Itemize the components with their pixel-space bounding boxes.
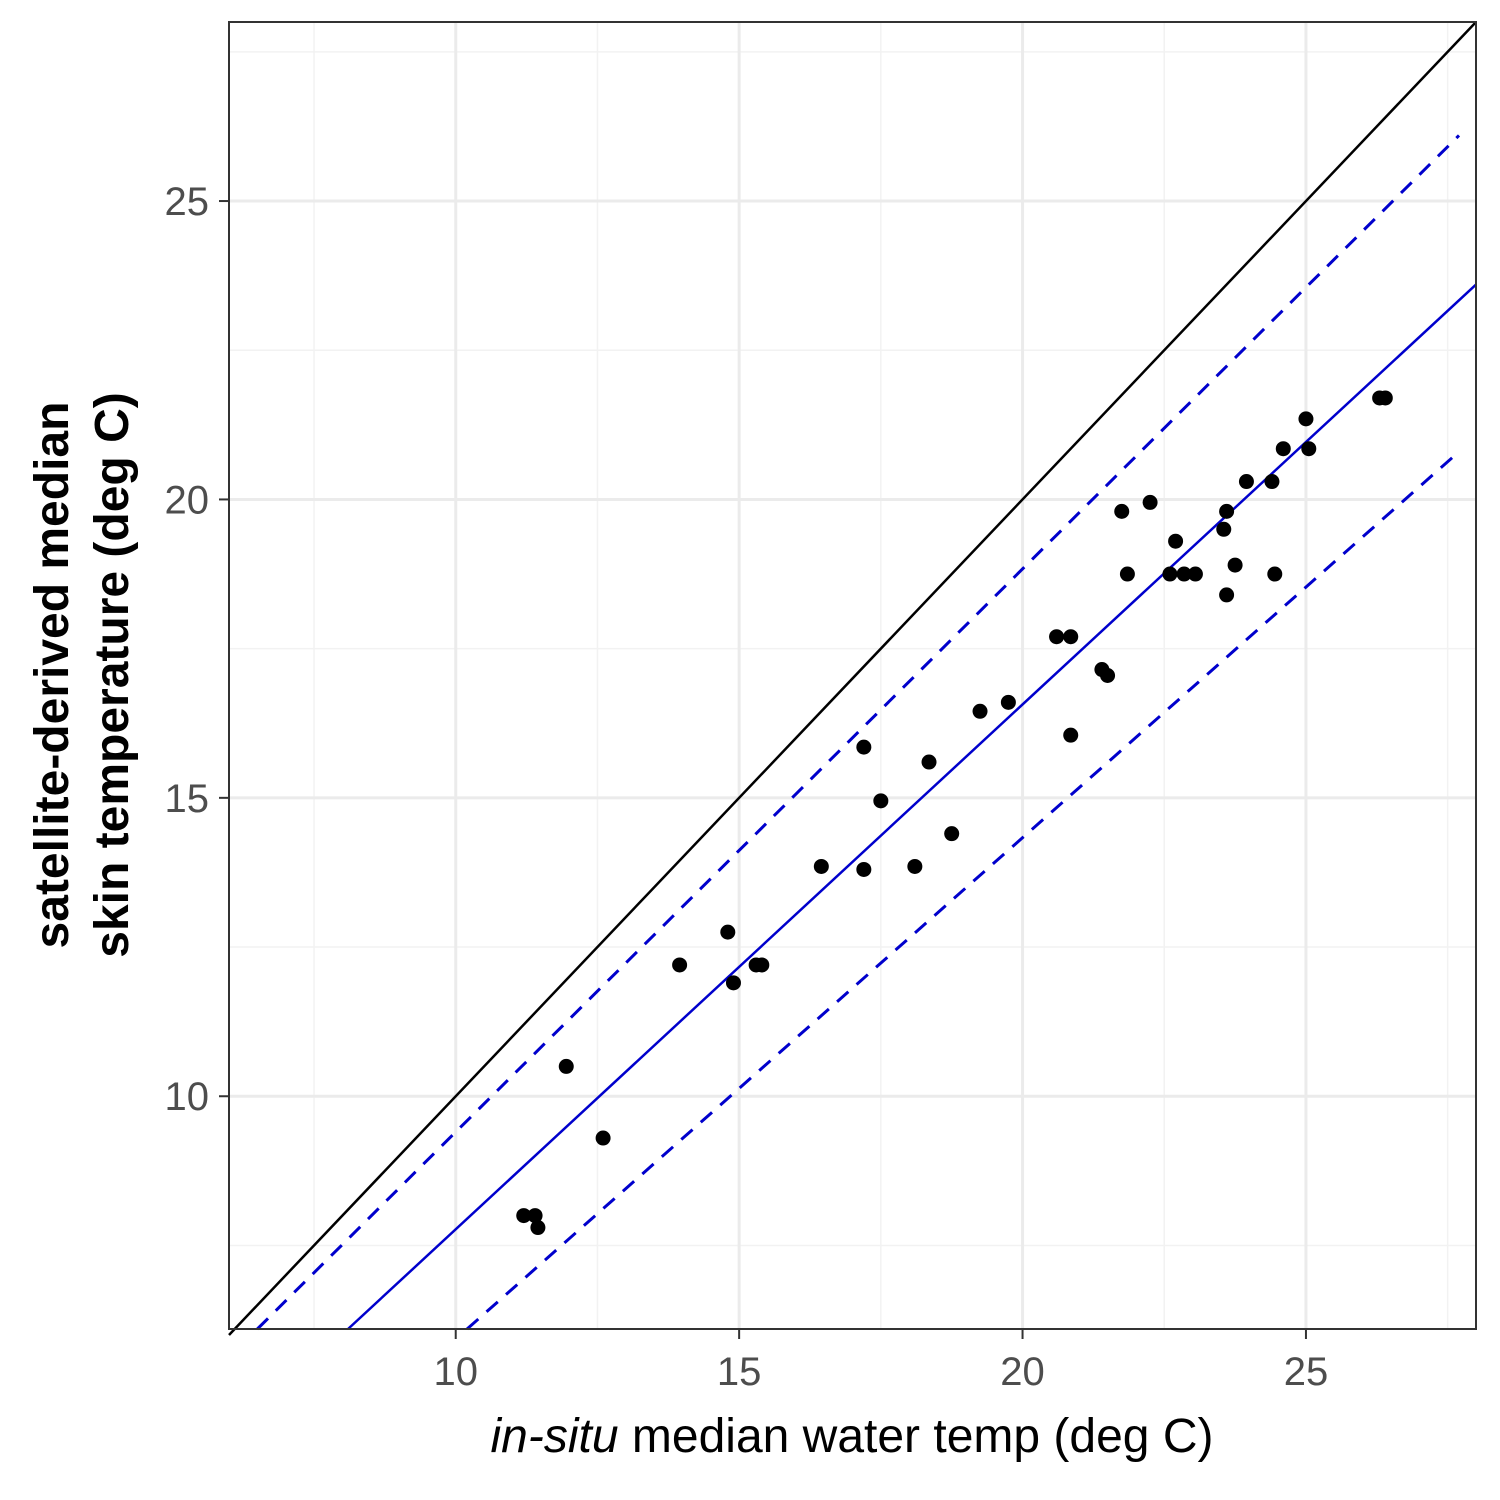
data-point <box>527 1208 543 1224</box>
data-point <box>1000 694 1016 710</box>
data-point <box>1162 566 1178 582</box>
data-point <box>1216 521 1232 537</box>
identity-line <box>228 21 1477 1336</box>
data-point <box>907 858 923 874</box>
y-tick-label: 15 <box>165 777 210 821</box>
data-point <box>873 793 889 809</box>
data-point <box>516 1208 532 1224</box>
y-axis-title-line-1: satellite-derived median <box>26 402 79 949</box>
data-point <box>754 957 770 973</box>
data-point <box>725 975 741 991</box>
data-point <box>1275 441 1291 457</box>
data-point <box>1219 503 1235 519</box>
data-point <box>1377 390 1393 406</box>
reference-lines <box>228 21 1477 1336</box>
data-point <box>1267 566 1283 582</box>
data-point <box>720 924 736 940</box>
data-point <box>1227 557 1243 573</box>
data-point <box>972 703 988 719</box>
data-point <box>1142 494 1158 510</box>
upper-line <box>256 134 1461 1331</box>
data-points <box>516 390 1393 1236</box>
data-point <box>1301 441 1317 457</box>
axis-ticks: 10 15 20 25 10 15 20 25 <box>165 180 1329 1394</box>
data-point <box>595 1130 611 1146</box>
x-tick-label: 15 <box>717 1350 762 1394</box>
data-point <box>813 858 829 874</box>
data-point <box>558 1058 574 1074</box>
y-tick-label: 25 <box>165 180 210 224</box>
y-axis-title-line-2: skin temperature (deg C) <box>86 392 139 957</box>
data-point <box>1049 629 1065 645</box>
y-tick-label: 20 <box>165 478 210 522</box>
x-axis-title: in-situ median water temp (deg C) <box>491 1410 1214 1463</box>
data-point <box>944 826 960 842</box>
data-point <box>1298 411 1314 427</box>
plot-border <box>228 21 1477 1330</box>
data-point <box>1168 533 1184 549</box>
data-point <box>1063 727 1079 743</box>
data-point <box>1264 474 1280 490</box>
data-point <box>1100 668 1116 683</box>
x-axis-title-rest: median water temp (deg C) <box>619 1410 1214 1463</box>
data-point <box>672 957 688 973</box>
fit-line <box>347 283 1477 1330</box>
data-point <box>1176 566 1192 582</box>
data-point <box>856 739 872 755</box>
data-point <box>1063 629 1079 645</box>
grid-lines <box>229 22 1476 1329</box>
data-point <box>1238 474 1254 490</box>
data-point <box>1187 566 1203 582</box>
data-point <box>921 754 937 770</box>
x-tick-label: 20 <box>1000 1350 1045 1394</box>
y-tick-label: 10 <box>165 1075 210 1119</box>
lower-line <box>466 450 1460 1331</box>
x-tick-label: 25 <box>1284 1350 1329 1394</box>
data-point <box>1119 566 1135 582</box>
data-point <box>1219 587 1235 603</box>
data-point <box>530 1220 546 1236</box>
data-point <box>1114 503 1130 519</box>
x-tick-label: 10 <box>433 1350 478 1394</box>
x-axis-title-italic: in-situ <box>491 1410 619 1463</box>
data-point <box>856 861 872 877</box>
